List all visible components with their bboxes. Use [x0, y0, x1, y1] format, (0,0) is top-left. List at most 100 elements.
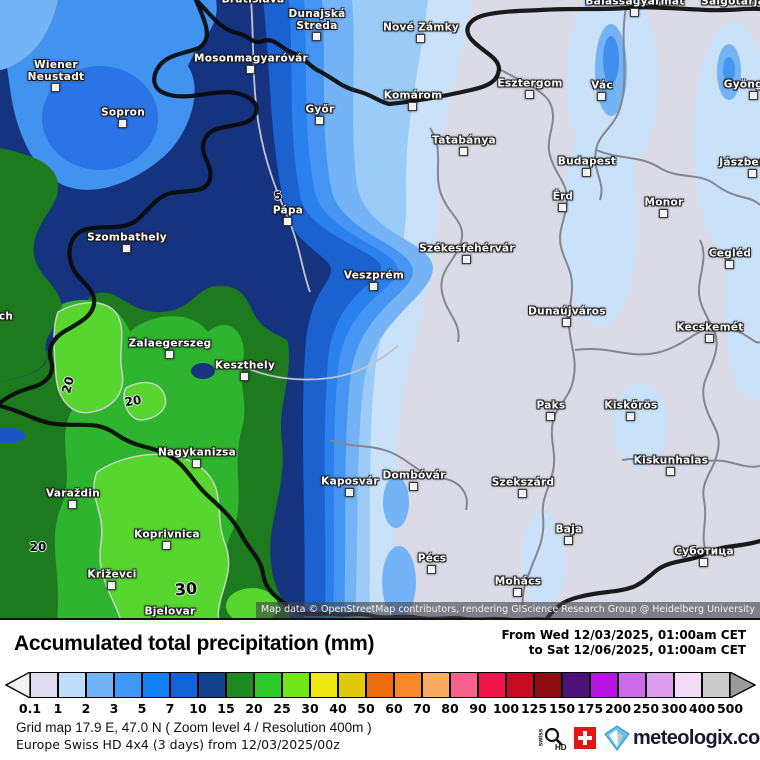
period-to: to Sat 12/06/2025, 01:00am CET — [528, 643, 746, 657]
city-marker — [525, 90, 534, 99]
city-marker — [462, 255, 471, 264]
city-label: Baja — [555, 523, 583, 536]
city-marker — [409, 482, 418, 491]
colorbar-cell — [58, 672, 86, 698]
precipitation-colorbar — [0, 672, 760, 698]
colorbar-cell — [30, 672, 58, 698]
city-label: Varaždin — [45, 487, 101, 500]
colorbar-cell — [394, 672, 422, 698]
colorbar-left-arrow — [5, 672, 31, 698]
city-marker — [246, 65, 255, 74]
city-label: Sopron — [101, 106, 145, 119]
city-marker — [315, 116, 324, 125]
city-label: Salgótarján — [701, 0, 760, 8]
legend-title: Accumulated total precipitation (mm) — [14, 632, 375, 655]
period-from: From Wed 12/03/2025, 01:00am CET — [501, 628, 746, 642]
city-marker — [51, 83, 60, 92]
city-label: Szombathely — [87, 231, 167, 244]
colorbar-tick: 100 — [492, 701, 520, 716]
colorbar-tick: 500 — [716, 701, 744, 716]
colorbar-cell — [702, 672, 730, 698]
city-marker — [597, 92, 606, 101]
colorbar-cell — [282, 672, 310, 698]
colorbar-tick: 175 — [576, 701, 604, 716]
colorbar-cell — [506, 672, 534, 698]
city-marker — [369, 282, 378, 291]
city-marker — [582, 168, 591, 177]
city-marker — [546, 412, 555, 421]
city-marker — [659, 209, 668, 218]
swiss-hd-logo: swiss HD — [537, 726, 572, 752]
swiss-flag-icon — [574, 727, 596, 749]
valid-period: From Wed 12/03/2025, 01:00am CET to Sat … — [502, 628, 746, 658]
city-label: Kiskunhalas — [633, 454, 709, 467]
city-label: Dunajská Streda — [288, 8, 346, 32]
map-attribution: Map data © OpenStreetMap contributors, r… — [256, 602, 760, 618]
city-marker — [283, 217, 292, 226]
colorbar-cell — [534, 672, 562, 698]
city-marker — [564, 536, 573, 545]
city-marker — [345, 488, 354, 497]
precipitation-layers — [0, 0, 760, 618]
colorbar-tick: 20 — [245, 701, 263, 716]
city-label: Budapest — [557, 155, 617, 168]
city-marker — [513, 588, 522, 597]
meteologix-wordmark: meteologix.com — [633, 727, 760, 749]
city-label: Bratislava — [222, 0, 285, 6]
city-label: Szekszárd — [491, 476, 555, 489]
colorbar-cell — [142, 672, 170, 698]
city-label: Kiskőrös — [604, 399, 658, 412]
city-label: Monor — [644, 196, 684, 209]
logo-area: swiss HD meteologix.com — [537, 724, 760, 754]
contour-value-label: 20 — [29, 540, 47, 554]
colorbar-tick: 40 — [329, 701, 347, 716]
city-label: Tatabánya — [432, 134, 496, 147]
colorbar-cell — [618, 672, 646, 698]
city-marker — [459, 147, 468, 156]
colorbar-cell — [646, 672, 674, 698]
city-marker — [68, 500, 77, 509]
colorbar-tick: 5 — [137, 701, 147, 716]
city-marker — [118, 119, 127, 128]
city-label: Zalaegerszeg — [128, 337, 212, 350]
city-marker — [107, 581, 116, 590]
city-label: Balassagyarmat — [585, 0, 685, 8]
colorbar-tick: 2 — [81, 701, 91, 716]
city-label: Esztergom — [497, 77, 563, 90]
colorbar-cell — [338, 672, 366, 698]
colorbar-cell — [114, 672, 142, 698]
colorbar-cell — [198, 672, 226, 698]
city-label: Nagykanizsa — [157, 446, 237, 459]
city-label: Vác — [591, 79, 613, 92]
city-label: Koprivnica — [134, 528, 200, 541]
city-label: Komárom — [383, 89, 443, 102]
city-label: Székesfehérvár — [419, 242, 515, 255]
colorbar-cell — [590, 672, 618, 698]
city-label: Nové Zámky — [382, 21, 460, 34]
city-label: Paks — [536, 399, 566, 412]
colorbar-tick: 15 — [217, 701, 235, 716]
city-marker — [749, 91, 758, 100]
model-info: Europe Swiss HD 4x4 (3 days) from 12/03/… — [16, 737, 340, 752]
city-label: Keszthely — [214, 359, 276, 372]
colorbar-tick: 25 — [273, 701, 291, 716]
city-label: Jászberény — [719, 156, 760, 169]
colorbar-cell — [366, 672, 394, 698]
colorbar-tick: 300 — [660, 701, 688, 716]
colorbar-tick: 90 — [469, 701, 487, 716]
city-marker — [699, 558, 708, 567]
colorbar-cell — [562, 672, 590, 698]
city-label: Wiener Neustadt — [27, 59, 85, 83]
colorbar-tick: 80 — [441, 701, 459, 716]
city-label: Bjelovar — [144, 605, 196, 618]
city-label: Pápa — [272, 204, 304, 217]
city-label: Križevci — [87, 568, 137, 581]
colorbar-tick: 125 — [520, 701, 548, 716]
city-label: Mosonmagyaróvár — [193, 52, 309, 65]
colorbar-cell — [226, 672, 254, 698]
city-marker — [725, 260, 734, 269]
city-marker — [630, 8, 639, 17]
